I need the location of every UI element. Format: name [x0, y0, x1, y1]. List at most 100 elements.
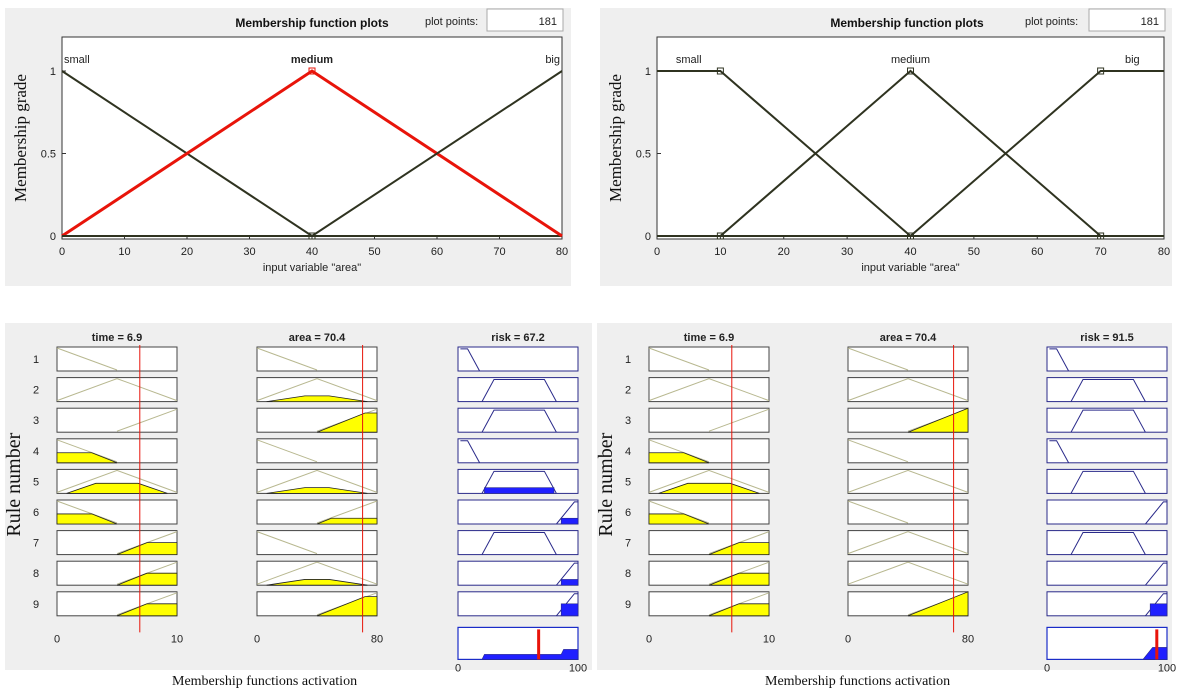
mf-line-medium: [61, 69, 563, 238]
output-mf-line: [1145, 562, 1167, 586]
x-tick-label: 60: [431, 246, 443, 258]
input-mf-line: [56, 439, 118, 463]
input-activation-fill: [266, 487, 368, 494]
rule-cell: [648, 346, 770, 372]
mf-axes: [61, 36, 563, 240]
rule-cell: [847, 468, 969, 494]
rule-number: 6: [33, 507, 39, 519]
input-mf-line: [847, 531, 969, 555]
rule-cell: [457, 346, 579, 372]
rule-cell: [1046, 499, 1168, 525]
x-tick-label: 30: [243, 246, 255, 258]
rule-cell: [1046, 377, 1168, 403]
input-activation-fill: [708, 572, 770, 586]
mf-title: Membership function plots: [830, 16, 984, 30]
y-tick-label: 0: [645, 231, 651, 243]
x-tick-label: 60: [1031, 246, 1043, 258]
input-activation-fill: [266, 395, 368, 403]
y-tick-label: 1: [50, 66, 56, 78]
rule-number: 1: [33, 354, 39, 366]
output-mf-line: [481, 409, 557, 433]
rule-number-axis-label: Rule number: [3, 432, 25, 536]
rule-cell: [457, 591, 579, 617]
axis-min-label: 0: [54, 633, 60, 645]
mf-vertex-marker: [308, 67, 316, 75]
input-mf-line: [847, 561, 969, 585]
axis-min-label: 0: [1044, 662, 1050, 674]
plot-points-value: 181: [539, 16, 557, 28]
x-tick-label: 50: [368, 246, 380, 258]
mf-line-big: [657, 70, 1164, 237]
y-axis-label: Membership grade: [11, 74, 30, 202]
axis-max-label: 10: [763, 633, 775, 645]
rule-cell: [1046, 438, 1168, 464]
mf-vertex-marker: [308, 232, 316, 240]
rule-cell: [1046, 407, 1168, 433]
axis-min-label: 0: [254, 633, 260, 645]
x-tick-label: 30: [841, 246, 853, 258]
rule-cell: [847, 346, 969, 372]
rule-cell: [1046, 346, 1168, 372]
mf-vertex-marker: [907, 232, 914, 240]
input-mf-line: [316, 500, 378, 524]
rule-number: 2: [33, 385, 39, 397]
input-mf-line: [847, 469, 969, 493]
input-activation-fill: [66, 482, 168, 494]
mf-name-small: small: [676, 54, 702, 66]
input-mf-line: [847, 347, 909, 371]
mf-name-big: big: [1125, 54, 1140, 66]
input-mf-line: [256, 531, 318, 555]
y-tick-label: 1: [645, 66, 651, 78]
input-activation-fill: [56, 452, 118, 464]
rule-cell: [256, 530, 378, 556]
input-activation-fill: [116, 603, 178, 617]
axis-max-label: 100: [1158, 662, 1176, 674]
rule-cell: [256, 438, 378, 464]
rule-caption-right: Membership functions activation: [765, 674, 951, 689]
output-mf-line: [481, 470, 557, 494]
axis-max-label: 80: [962, 633, 974, 645]
input-activation-fill: [907, 591, 969, 617]
input-activation-fill: [907, 407, 969, 433]
mf-vertex-marker: [1097, 232, 1105, 240]
mf-line-big: [62, 70, 563, 237]
rule-number: 4: [33, 446, 39, 458]
rule-number: 2: [625, 385, 631, 397]
x-tick-label: 40: [904, 246, 916, 258]
x-tick-label: 20: [181, 246, 193, 258]
output-activation-fill: [560, 579, 579, 586]
aggregate-fill: [1142, 647, 1168, 660]
input-mf-line: [256, 378, 378, 402]
mf-vertex-marker: [907, 67, 914, 75]
x-tick-label: 10: [714, 246, 726, 258]
input-activation-fill: [266, 579, 368, 586]
rule-cell: [847, 377, 969, 403]
output-activation-fill: [560, 603, 579, 617]
rule-cell: [847, 530, 969, 556]
axis-max-label: 10: [171, 633, 183, 645]
axis-max-label: 100: [569, 662, 587, 674]
rule-number: 4: [625, 446, 631, 458]
output-mf-line: [1070, 470, 1146, 494]
input-mf-line: [256, 347, 318, 371]
rule-cell: [1046, 530, 1168, 556]
output-mf-line: [1049, 348, 1070, 372]
column-label: area = 70.4: [289, 332, 346, 344]
mf-axes: [656, 36, 1165, 240]
input-mf-line: [56, 347, 118, 371]
input-mf-line: [847, 439, 909, 463]
rule-number: 6: [625, 507, 631, 519]
mf-name-small: small: [64, 54, 90, 66]
rule-number: 7: [33, 538, 39, 550]
rule-number: 8: [33, 568, 39, 580]
aggregate-output-cell: [457, 626, 579, 661]
mf-name-medium: medium: [291, 54, 333, 66]
x-tick-label: 40: [306, 246, 318, 258]
x-axis-label: input variable "area": [861, 262, 959, 274]
output-mf-line: [556, 501, 578, 525]
rule-cell: [457, 499, 579, 525]
input-mf-line: [708, 408, 770, 432]
plot-points-box: [1088, 8, 1166, 32]
rule-cell: [648, 377, 770, 403]
output-mf-line: [481, 532, 557, 555]
